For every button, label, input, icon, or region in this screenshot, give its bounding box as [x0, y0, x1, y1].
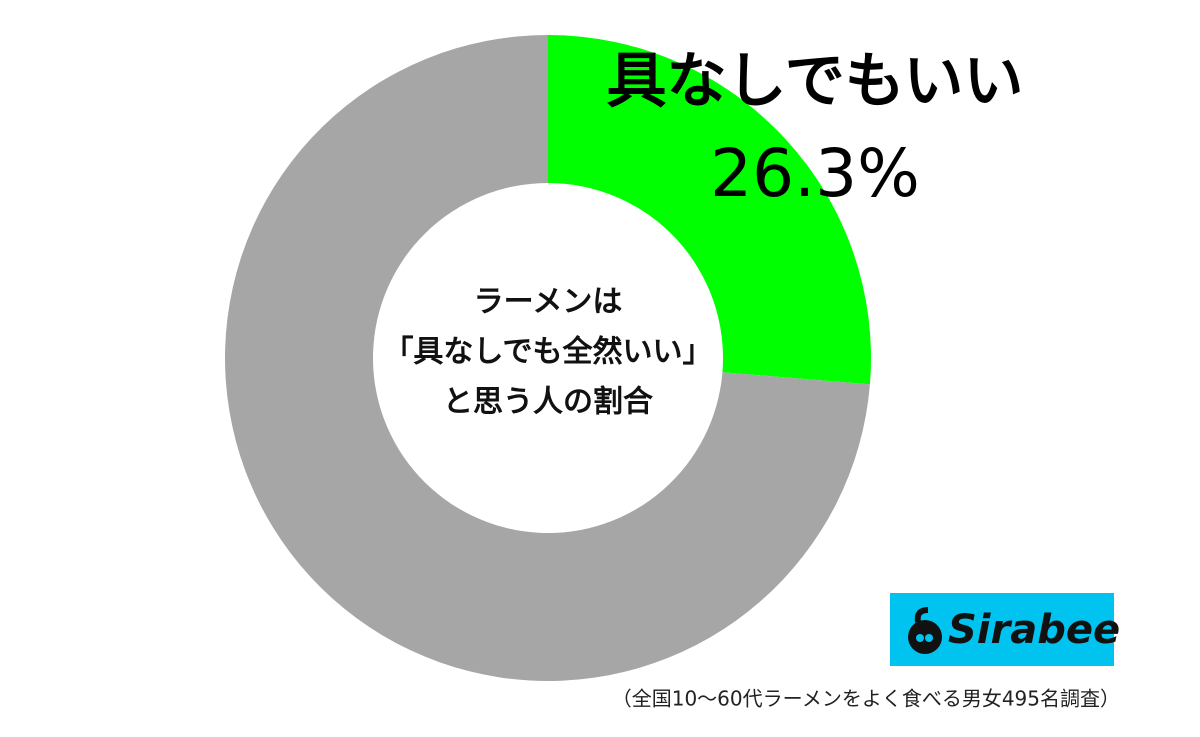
logo-icon: [908, 607, 942, 654]
segment-label: 具なしでもいい: [607, 47, 1024, 117]
center-title: ラーメンは: [474, 285, 623, 320]
footnote: （全国10～60代ラーメンをよく食べる男女495名調査）: [612, 687, 1120, 711]
center-title: と思う人の割合: [443, 385, 653, 420]
donut-segment: [224, 35, 870, 681]
logo-text: Sirabee: [948, 607, 1120, 653]
center-title: 「具なしでも全然いい」: [383, 335, 712, 370]
donut-segment: [548, 35, 871, 385]
value-label: 26.3%: [710, 135, 920, 212]
